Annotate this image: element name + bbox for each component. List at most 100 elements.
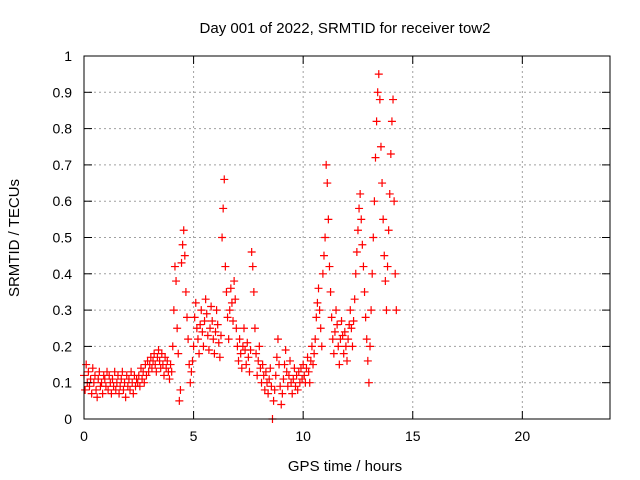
data-point xyxy=(223,313,232,322)
data-point xyxy=(271,371,280,380)
data-point xyxy=(100,375,109,384)
data-point xyxy=(325,262,334,271)
data-point xyxy=(172,277,181,286)
data-point xyxy=(391,269,400,278)
data-point xyxy=(322,160,331,169)
data-point xyxy=(176,385,185,394)
data-point xyxy=(165,375,174,384)
data-point xyxy=(118,367,127,376)
data-point xyxy=(147,364,156,373)
data-point xyxy=(87,389,96,398)
data-point xyxy=(157,349,166,358)
data-point xyxy=(154,346,163,355)
data-point xyxy=(372,117,381,126)
data-point xyxy=(254,356,263,365)
data-point xyxy=(384,226,393,235)
y-tick-label: 0.5 xyxy=(53,230,73,246)
data-point xyxy=(105,371,114,380)
data-point xyxy=(310,349,319,358)
data-point xyxy=(124,375,133,384)
y-tick-label: 0 xyxy=(64,411,72,427)
x-tick-label: 15 xyxy=(405,428,421,444)
y-tick-label: 0.3 xyxy=(53,302,73,318)
data-point xyxy=(231,295,240,304)
data-point xyxy=(379,215,388,224)
data-point xyxy=(328,335,337,344)
data-point xyxy=(276,382,285,391)
data-point xyxy=(260,385,269,394)
data-point xyxy=(225,306,234,315)
data-point xyxy=(266,364,275,373)
data-point xyxy=(381,277,390,286)
data-point xyxy=(237,364,246,373)
data-point xyxy=(246,346,255,355)
data-point xyxy=(353,226,362,235)
data-point xyxy=(329,349,338,358)
data-point xyxy=(284,371,293,380)
data-point xyxy=(319,251,328,260)
y-tick-label: 0.6 xyxy=(53,193,73,209)
data-point xyxy=(197,306,206,315)
x-tick-label: 0 xyxy=(80,428,88,444)
data-point xyxy=(190,313,199,322)
data-point xyxy=(215,353,224,362)
data-point xyxy=(222,287,231,296)
data-point xyxy=(188,356,197,365)
data-point xyxy=(311,335,320,344)
data-point xyxy=(173,324,182,333)
data-point xyxy=(245,367,254,376)
data-point xyxy=(178,240,187,249)
data-point xyxy=(121,393,130,402)
data-point xyxy=(177,258,186,267)
data-point xyxy=(346,306,355,315)
data-point xyxy=(135,382,144,391)
data-point xyxy=(383,262,392,271)
y-tick-label: 0.2 xyxy=(53,338,73,354)
data-point xyxy=(243,338,252,347)
data-point xyxy=(279,375,288,384)
data-point xyxy=(347,324,356,333)
data-point xyxy=(369,233,378,242)
data-point xyxy=(277,400,286,409)
data-point xyxy=(208,316,217,325)
data-point xyxy=(226,284,235,293)
data-point xyxy=(152,367,161,376)
data-point xyxy=(199,342,208,351)
data-point xyxy=(357,215,366,224)
data-point xyxy=(84,367,93,376)
data-point xyxy=(191,298,200,307)
data-point xyxy=(206,324,215,333)
data-point xyxy=(304,367,313,376)
data-point xyxy=(375,95,384,104)
data-point xyxy=(289,375,298,384)
data-point xyxy=(272,353,281,362)
data-point xyxy=(232,324,241,333)
data-point xyxy=(195,349,204,358)
data-point xyxy=(378,179,387,188)
data-point xyxy=(116,382,125,391)
data-point xyxy=(370,197,379,206)
data-point xyxy=(202,309,211,318)
data-point xyxy=(389,95,398,104)
data-points xyxy=(80,70,401,423)
data-point xyxy=(86,375,95,384)
data-point xyxy=(335,360,344,369)
data-point xyxy=(286,356,295,365)
data-point xyxy=(382,306,391,315)
data-point xyxy=(330,327,339,336)
data-point xyxy=(307,342,316,351)
data-point xyxy=(166,360,175,369)
data-point xyxy=(159,371,168,380)
data-point xyxy=(299,360,308,369)
data-point xyxy=(386,150,395,159)
data-point xyxy=(120,378,129,387)
data-point xyxy=(280,360,289,369)
x-axis-label: GPS time / hours xyxy=(288,458,402,475)
data-point xyxy=(366,342,375,351)
data-point xyxy=(234,356,243,365)
data-point xyxy=(267,382,276,391)
y-axis-label: SRMTID / TECUs xyxy=(6,179,23,297)
data-point xyxy=(183,313,192,322)
x-tick-label: 20 xyxy=(515,428,531,444)
